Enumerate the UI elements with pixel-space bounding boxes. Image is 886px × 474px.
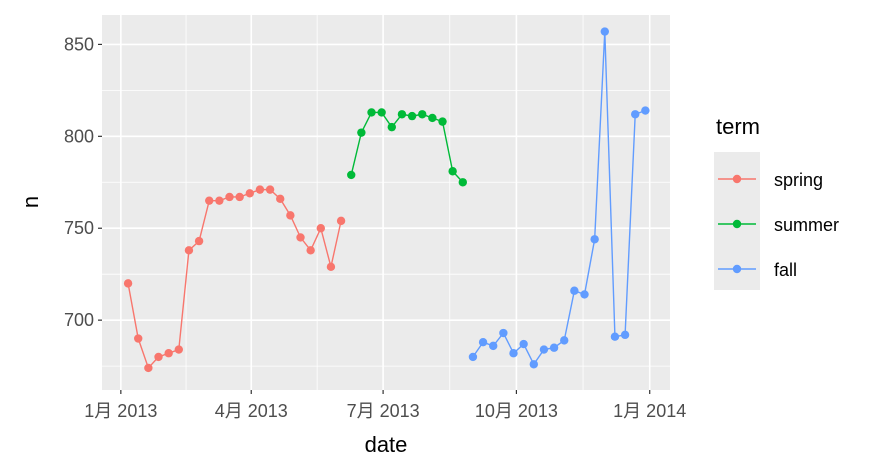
x-tick-label: 7月 2013	[347, 401, 420, 421]
data-point-spring	[154, 352, 163, 362]
data-point-fall	[549, 343, 559, 352]
data-point-spring	[265, 185, 275, 194]
y-tick-label: 800	[64, 126, 94, 146]
data-point-spring	[123, 279, 133, 288]
data-point-fall	[468, 352, 478, 362]
data-point-spring	[225, 192, 234, 202]
x-tick-label: 1月 2014	[613, 401, 686, 421]
y-tick-label: 750	[64, 218, 94, 238]
y-axis-title: n	[18, 196, 43, 208]
legend-label-spring: spring	[774, 170, 823, 190]
series-line-spring	[127, 188, 342, 370]
data-point-spring	[245, 189, 254, 198]
grid	[102, 15, 670, 390]
data-point-fall	[631, 110, 640, 119]
legend-key-point-summer	[732, 219, 742, 229]
data-point-fall	[610, 332, 620, 341]
data-point-spring	[306, 246, 315, 255]
data-point-spring	[194, 236, 204, 246]
data-point-spring	[276, 194, 285, 204]
data-point-fall	[590, 235, 599, 244]
y-tick-label: 700	[64, 310, 94, 330]
legend-key-point-spring	[732, 174, 742, 184]
legend-label-summer: summer	[774, 215, 839, 235]
data-point-spring	[144, 363, 153, 373]
axes: 700 750 800 850 1月 2013 4月 2013 7月 2013 10月 201…	[64, 34, 686, 421]
data-point-fall	[478, 338, 488, 347]
data-point-spring	[205, 196, 214, 205]
data-point-summer	[387, 122, 396, 132]
data-point-spring	[215, 196, 224, 205]
data-point-spring	[174, 345, 183, 354]
data-point-summer	[458, 178, 467, 187]
data-point-summer	[407, 111, 417, 121]
data-point-summer	[367, 108, 376, 117]
data-point-spring	[235, 192, 244, 202]
data-point-summer	[397, 110, 407, 119]
series	[123, 27, 650, 373]
data-point-spring	[296, 233, 305, 242]
legend: term spring summer fall	[714, 114, 839, 290]
data-point-fall	[489, 341, 498, 351]
data-point-fall	[560, 336, 569, 345]
y-tick-label: 850	[64, 34, 94, 54]
data-point-fall	[641, 106, 650, 115]
data-point-spring	[326, 262, 336, 272]
data-point-spring	[164, 349, 173, 358]
x-tick-label: 10月 2013	[475, 401, 558, 421]
legend-title: term	[716, 114, 760, 139]
data-point-summer	[428, 113, 437, 123]
data-point-summer	[448, 167, 457, 176]
data-point-fall	[620, 330, 630, 340]
data-point-fall	[539, 345, 549, 354]
data-point-spring	[286, 211, 295, 220]
x-tick-label: 1月 2013	[84, 401, 157, 421]
data-point-spring	[336, 216, 346, 226]
data-point-summer	[357, 128, 366, 137]
data-point-fall	[570, 286, 579, 295]
data-point-spring	[316, 224, 325, 233]
data-point-fall	[519, 339, 528, 349]
data-point-spring	[184, 246, 194, 255]
data-point-fall	[509, 349, 518, 358]
legend-label-fall: fall	[774, 260, 797, 280]
data-point-fall	[600, 27, 609, 36]
data-point-summer	[418, 110, 427, 119]
data-point-spring	[134, 334, 143, 343]
x-tick-label: 4月 2013	[215, 401, 288, 421]
plot-panel	[102, 15, 670, 390]
data-point-summer	[438, 117, 447, 126]
data-point-fall	[529, 360, 538, 369]
data-point-spring	[255, 185, 265, 194]
legend-key-point-fall	[732, 264, 742, 274]
data-point-fall	[499, 328, 508, 338]
x-axis-title: date	[365, 432, 408, 457]
data-point-summer	[377, 108, 386, 117]
data-point-summer	[347, 170, 356, 180]
data-point-fall	[580, 290, 589, 299]
